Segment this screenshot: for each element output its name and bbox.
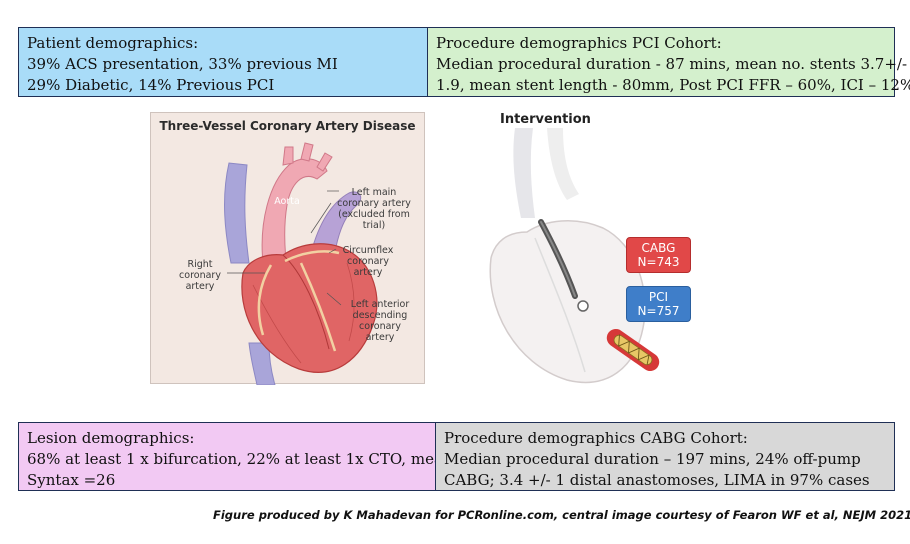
cabg-badge-count: N=743 [637,255,680,269]
intervention-title: Intervention [500,112,591,127]
label-circumflex: Circumflex coronary artery [342,245,394,278]
lesion-demographics-line-1: 68% at least 1 x bifurcation, 22% at lea… [27,450,453,468]
heart-illustration-title: Three-Vessel Coronary Artery Disease [159,119,416,133]
lesion-demographics-box: Lesion demographics: 68% at least 1 x bi… [18,422,453,491]
pci-cohort-line-1: Median procedural duration - 87 mins, me… [436,55,908,73]
heart-illustration-panel: Three-Vessel Coronary Artery Disease Aor… [150,112,425,385]
cabg-cohort-box: Procedure demographics CABG Cohort: Medi… [435,422,895,491]
intervention-heart-illustration [489,128,660,384]
lesion-demographics-title: Lesion demographics: [27,429,195,447]
lesion-demographics-line-2: Syntax =26 [27,471,116,489]
cabg-badge: CABG N=743 [626,237,691,273]
figure-caption: Figure produced by K Mahadevan for PCRon… [213,508,910,522]
pci-badge-count: N=757 [637,304,680,318]
pci-cohort-line-2: 1.9, mean stent length - 80mm, Post PCI … [436,76,910,94]
label-left-main: Left main coronary artery (excluded from… [337,187,411,231]
pci-cohort-box: Procedure demographics PCI Cohort: Media… [427,27,910,97]
patient-demographics-box: Patient demographics: 39% ACS presentati… [18,27,428,97]
cabg-cohort-title: Procedure demographics CABG Cohort: [444,429,748,447]
pci-cohort-title: Procedure demographics PCI Cohort: [436,34,722,52]
cabg-badge-label: CABG [641,241,676,255]
pci-badge-label: PCI [648,290,669,304]
cabg-cohort-line-1: Median procedural duration – 197 mins, 2… [444,450,861,468]
heart-illustration [224,142,378,385]
label-lad: Left anterior descending coronary artery [350,299,410,343]
patient-demographics-line-1: 39% ACS presentation, 33% previous MI [27,55,338,73]
patient-demographics-line-2: 29% Diabetic, 14% Previous PCI [27,76,275,94]
label-right-coronary: Right coronary artery [179,259,221,292]
pci-badge: PCI N=757 [626,286,691,322]
patient-demographics-title: Patient demographics: [27,34,199,52]
cabg-cohort-line-2: CABG; 3.4 +/- 1 distal anastomoses, LIMA… [444,471,870,489]
label-aorta: Aorta [274,196,300,207]
